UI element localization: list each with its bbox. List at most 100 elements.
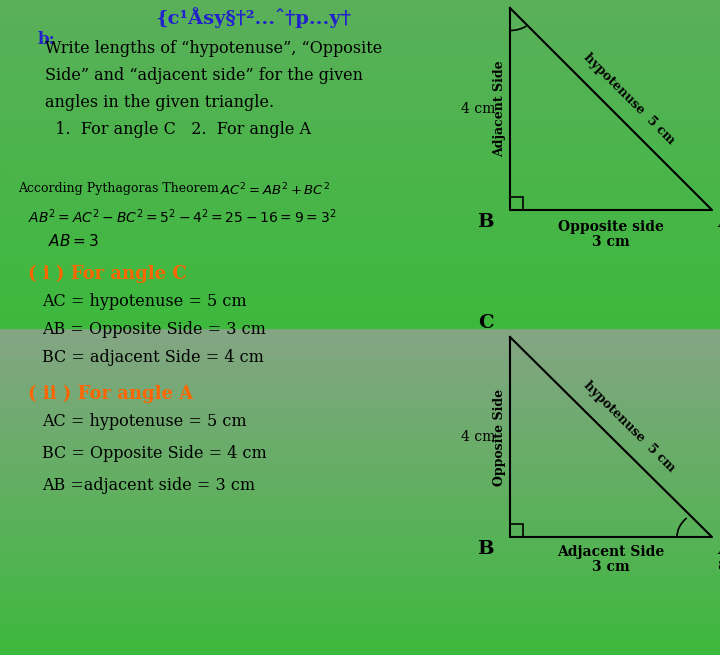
Text: b:: b: bbox=[38, 31, 55, 48]
Bar bbox=[0, 294, 720, 301]
Bar bbox=[0, 223, 720, 230]
Bar bbox=[0, 245, 720, 252]
Bar bbox=[0, 474, 720, 481]
Bar bbox=[0, 168, 720, 175]
Text: Write lengths of “hypotenuse”, “Opposite: Write lengths of “hypotenuse”, “Opposite bbox=[45, 40, 382, 57]
Text: Opposite side: Opposite side bbox=[558, 220, 664, 234]
Bar bbox=[0, 567, 720, 573]
Text: 8: 8 bbox=[717, 560, 720, 573]
Bar bbox=[0, 632, 720, 639]
Bar bbox=[0, 54, 720, 60]
Bar bbox=[0, 26, 720, 33]
Bar bbox=[0, 610, 720, 617]
Bar bbox=[0, 37, 720, 44]
Text: AC = hypotenuse = 5 cm: AC = hypotenuse = 5 cm bbox=[42, 413, 247, 430]
Bar bbox=[0, 589, 720, 595]
Bar bbox=[0, 130, 720, 137]
Text: $AC^2 = AB^2 + BC^2$: $AC^2 = AB^2 + BC^2$ bbox=[220, 182, 330, 198]
Bar bbox=[0, 201, 720, 208]
Text: 4 cm: 4 cm bbox=[461, 102, 495, 116]
Bar bbox=[0, 371, 720, 377]
Text: A: A bbox=[717, 213, 720, 231]
Text: BC = Opposite Side = 4 cm: BC = Opposite Side = 4 cm bbox=[42, 445, 266, 462]
Bar bbox=[0, 436, 720, 442]
Bar bbox=[0, 387, 720, 394]
Bar bbox=[0, 463, 720, 470]
Bar bbox=[0, 403, 720, 410]
Bar bbox=[0, 333, 720, 339]
Text: $AB^2 = AC^2 - BC^2 = 5^2 - 4^2 = 25 - 16 = 9 = 3^2$: $AB^2 = AC^2 - BC^2 = 5^2 - 4^2 = 25 - 1… bbox=[28, 207, 336, 225]
Bar bbox=[0, 278, 720, 284]
Bar bbox=[0, 185, 720, 191]
Bar bbox=[0, 627, 720, 633]
Bar bbox=[0, 5, 720, 11]
Bar bbox=[0, 425, 720, 432]
Bar bbox=[0, 163, 720, 170]
Bar bbox=[0, 43, 720, 49]
Bar bbox=[0, 179, 720, 186]
Bar bbox=[0, 599, 720, 606]
Text: 4 cm: 4 cm bbox=[461, 430, 495, 444]
Bar bbox=[0, 196, 720, 202]
Text: A: A bbox=[717, 540, 720, 558]
Bar bbox=[0, 81, 720, 88]
Bar bbox=[0, 360, 720, 366]
Bar bbox=[0, 540, 720, 546]
Text: {c¹Åsy§†²...ˆ†p...y†: {c¹Åsy§†²...ˆ†p...y† bbox=[155, 7, 351, 28]
Bar bbox=[0, 310, 720, 317]
Bar bbox=[0, 545, 720, 552]
Text: angles in the given triangle.: angles in the given triangle. bbox=[45, 94, 274, 111]
Bar bbox=[0, 643, 720, 650]
Text: AC = hypotenuse = 5 cm: AC = hypotenuse = 5 cm bbox=[42, 293, 247, 310]
Bar bbox=[0, 98, 720, 104]
Bar bbox=[0, 141, 720, 147]
Bar bbox=[510, 524, 523, 537]
Bar bbox=[0, 529, 720, 535]
Bar bbox=[0, 365, 720, 371]
Bar bbox=[0, 453, 720, 458]
Bar bbox=[0, 469, 720, 475]
Bar bbox=[0, 491, 720, 497]
Bar bbox=[0, 32, 720, 38]
Bar bbox=[0, 556, 720, 563]
Bar bbox=[0, 622, 720, 627]
Bar bbox=[0, 512, 720, 519]
Bar bbox=[0, 256, 720, 263]
Bar bbox=[0, 349, 720, 355]
Bar bbox=[0, 638, 720, 644]
Bar bbox=[0, 517, 720, 524]
Bar bbox=[0, 343, 720, 350]
Bar bbox=[0, 108, 720, 115]
Bar bbox=[0, 0, 720, 328]
Text: AB =adjacent side = 3 cm: AB =adjacent side = 3 cm bbox=[42, 477, 255, 494]
Bar bbox=[0, 229, 720, 235]
Bar bbox=[0, 441, 720, 448]
Bar bbox=[0, 338, 720, 345]
Bar bbox=[0, 0, 720, 5]
Bar bbox=[0, 174, 720, 180]
Text: $AB = 3$: $AB = 3$ bbox=[48, 233, 99, 249]
Bar bbox=[0, 430, 720, 437]
Text: C: C bbox=[478, 314, 494, 332]
Bar bbox=[0, 507, 720, 514]
Text: 3 cm: 3 cm bbox=[592, 235, 630, 249]
Bar bbox=[0, 261, 720, 268]
Bar bbox=[0, 158, 720, 164]
Text: Opposite Side: Opposite Side bbox=[493, 388, 506, 485]
Bar bbox=[0, 75, 720, 82]
Bar bbox=[0, 240, 720, 246]
Text: BC = adjacent Side = 4 cm: BC = adjacent Side = 4 cm bbox=[42, 349, 264, 366]
Bar bbox=[0, 59, 720, 66]
Bar bbox=[0, 381, 720, 388]
Text: C: C bbox=[502, 0, 518, 3]
Bar bbox=[0, 212, 720, 219]
Bar bbox=[0, 572, 720, 579]
Bar bbox=[0, 234, 720, 240]
Text: ( ii ) For angle A: ( ii ) For angle A bbox=[28, 385, 193, 403]
Text: hypotenuse  5 cm: hypotenuse 5 cm bbox=[581, 379, 678, 475]
Bar bbox=[0, 207, 720, 213]
Bar bbox=[0, 420, 720, 426]
Bar bbox=[0, 458, 720, 464]
Text: Adjacent Side: Adjacent Side bbox=[557, 545, 665, 559]
Bar bbox=[0, 250, 720, 257]
